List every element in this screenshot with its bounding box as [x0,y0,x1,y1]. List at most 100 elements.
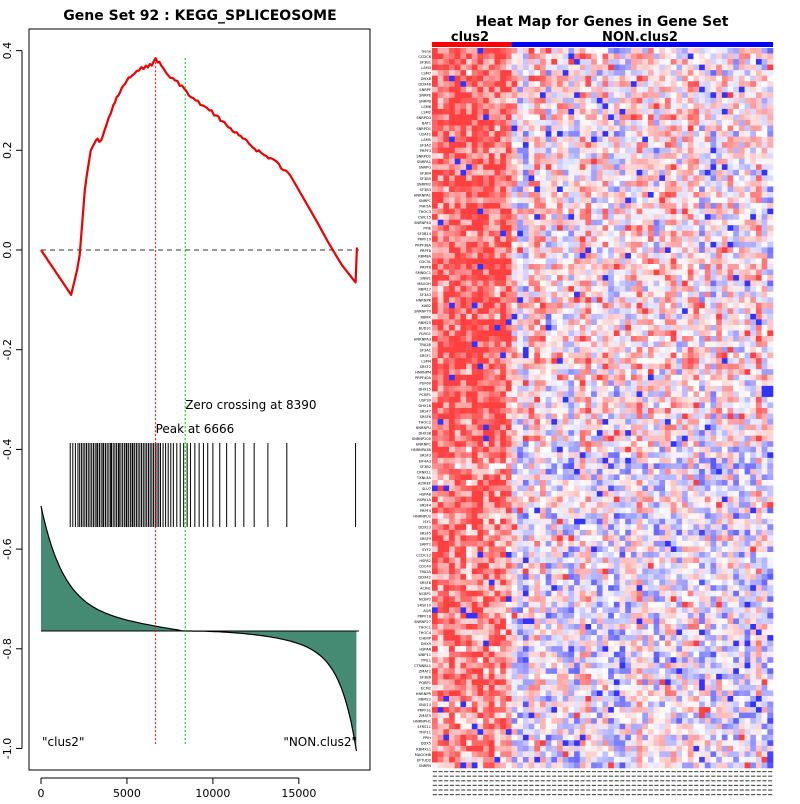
heatmap-cell [546,308,552,314]
heatmap-cell [739,275,745,281]
heatmap-cell [676,436,682,442]
heatmap-cell [688,425,694,431]
heatmap-cell [591,330,597,336]
heatmap-cell [506,286,512,292]
heatmap-cell [557,76,563,82]
heatmap-cell [756,198,762,204]
heatmap-cell [665,419,671,425]
heatmap-cell [682,164,688,170]
heatmap-cell [466,292,472,298]
heatmap-cell [551,48,557,54]
heatmap-cell [568,114,574,120]
heatmap-cell [659,214,665,220]
heatmap-cell [449,203,455,209]
heatmap-cell [449,353,455,359]
heatmap-cell [534,153,540,159]
heatmap-cell [603,330,609,336]
heatmap-cell [608,275,614,281]
heatmap-cell [585,186,591,192]
heatmap-cell [438,342,444,348]
heatmap-cell [750,203,756,209]
heatmap-cell [767,436,773,442]
heatmap-cell [534,353,540,359]
heatmap-cell [546,54,552,60]
heatmap-cell [563,98,569,104]
heatmap-cell [483,65,489,71]
heatmap-cell [449,480,455,486]
heatmap-cell [512,48,518,54]
heatmap-cell [659,303,665,309]
heatmap-cell [620,65,626,71]
heatmap-cell [500,458,506,464]
heatmap-cell [693,164,699,170]
heatmap-cell [699,225,705,231]
heatmap-cell [603,436,609,442]
heatmap-cell [676,425,682,431]
heatmap-cell [625,220,631,226]
heatmap-cell [574,175,580,181]
heatmap-cell [642,469,648,475]
heatmap-cell [500,463,506,469]
heatmap-cell [574,181,580,187]
heatmap-cell [642,131,648,137]
heatmap-cell [523,231,529,237]
heatmap-cell [699,397,705,403]
heatmap-cell [466,419,472,425]
heatmap-cell [517,59,523,65]
heatmap-cell [438,286,444,292]
heatmap-cell [523,214,529,220]
heatmap-cell [506,203,512,209]
heatmap-cell [432,198,438,204]
heatmap-cell [523,480,529,486]
heatmap-cell [767,181,773,187]
heatmap-cell [500,209,506,215]
heatmap-cell [699,98,705,104]
heatmap-cell [710,81,716,87]
heatmap-cell [432,452,438,458]
heatmap-cell [466,103,472,109]
heatmap-cell [654,114,660,120]
heatmap-cell [557,92,563,98]
heatmap-cell [648,474,654,480]
heatmap-cell [551,297,557,303]
heatmap-cell [739,286,745,292]
heatmap-cell [568,192,574,198]
heatmap-cell [671,402,677,408]
heatmap-cell [540,98,546,104]
heatmap-cell [756,48,762,54]
heatmap-cell [625,325,631,331]
heatmap-cell [745,175,751,181]
heatmap-cell [642,48,648,54]
heatmap-cell [466,231,472,237]
heatmap-cell [710,275,716,281]
heatmap-cell [620,153,626,159]
heatmap-cell [756,447,762,453]
heatmap-cell [722,114,728,120]
heatmap-cell [500,231,506,237]
heatmap-cell [557,192,563,198]
x-tick-label: 15000 [281,787,316,800]
heatmap-cell [540,126,546,132]
heatmap-cell [483,242,489,248]
heatmap-cell [699,303,705,309]
heatmap-cell [654,303,660,309]
heatmap-cell [705,347,711,353]
heatmap-cell [631,203,637,209]
heatmap-cell [455,214,461,220]
heatmap-cell [665,286,671,292]
heatmap-cell [460,275,466,281]
heatmap-cell [756,474,762,480]
heatmap-cell [710,380,716,386]
heatmap-cell [585,203,591,209]
heatmap-cell [637,258,643,264]
heatmap-cell [438,292,444,298]
heatmap-cell [483,314,489,320]
heatmap-cell [699,247,705,253]
heatmap-cell [495,358,501,364]
heatmap-cell [716,325,722,331]
heatmap-cell [728,170,734,176]
heatmap-cell [495,452,501,458]
heatmap-cell [585,375,591,381]
heatmap-cell [495,275,501,281]
heatmap-cell [506,386,512,392]
